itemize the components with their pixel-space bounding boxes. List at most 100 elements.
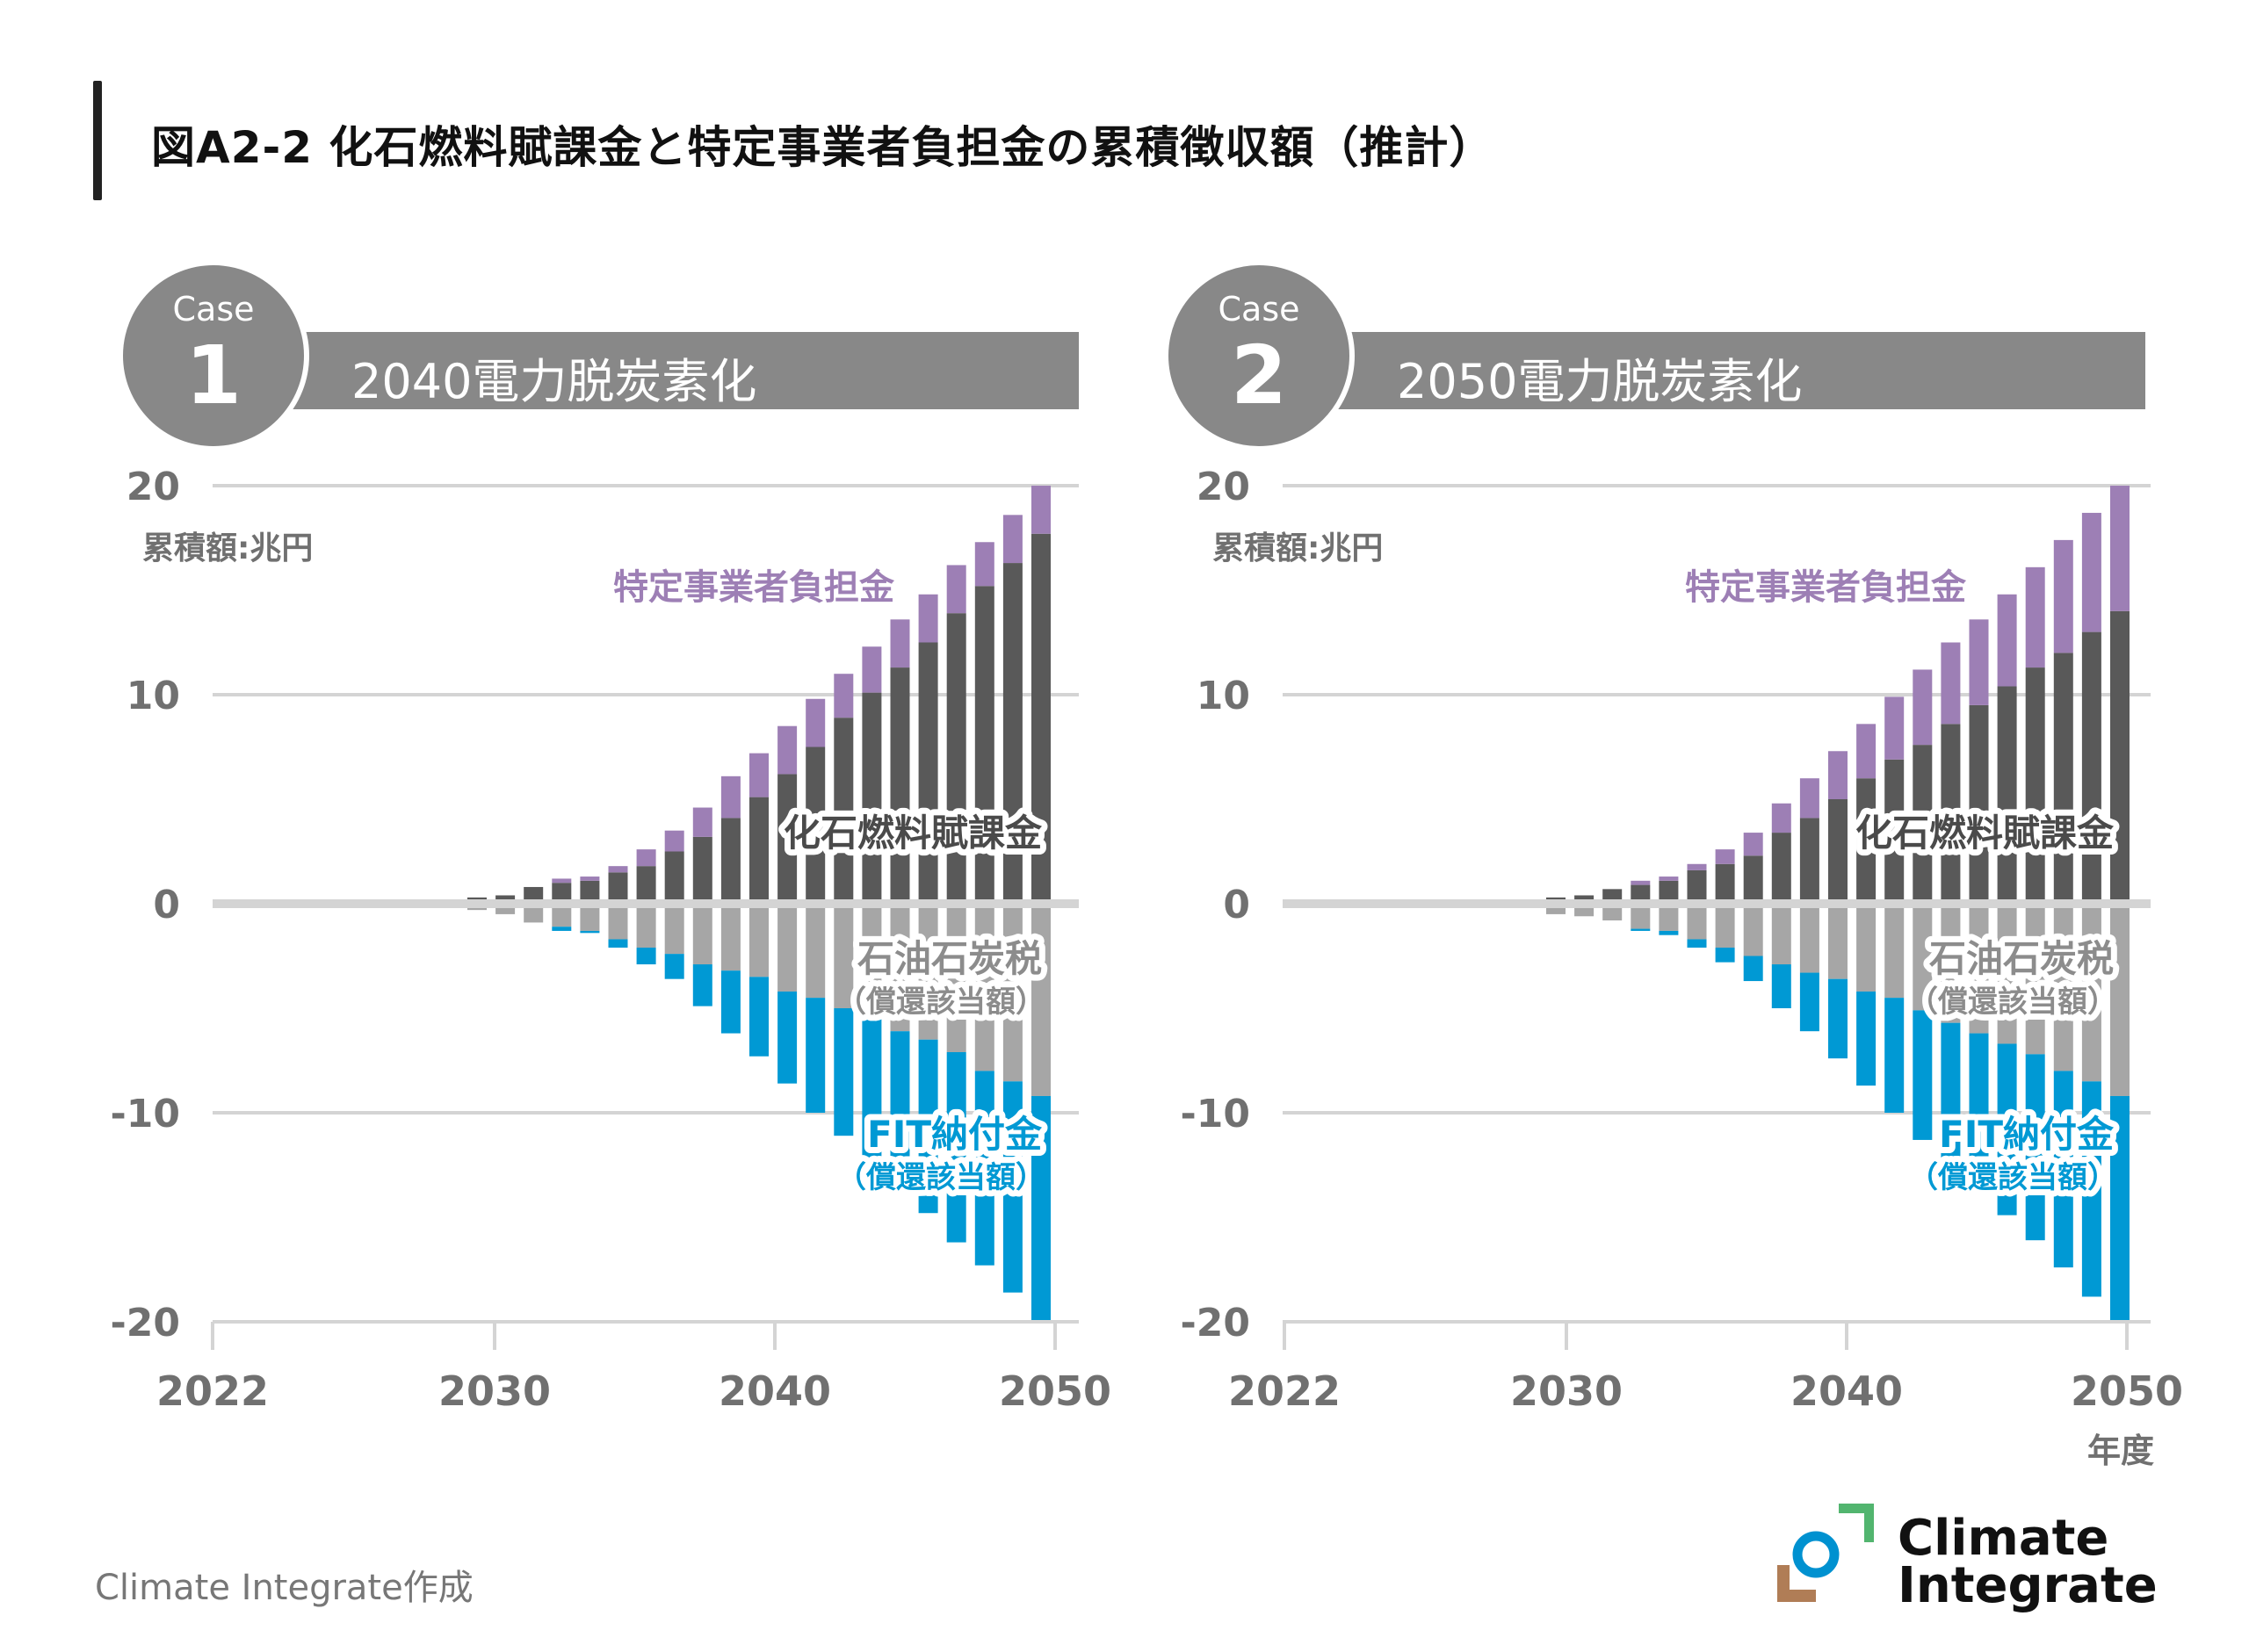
- bar-petroleum_coal_tax-2047: [2053, 904, 2073, 1071]
- bar-specified_operator-2046: [2025, 566, 2045, 668]
- bar-specified_operator-2037: [692, 807, 712, 837]
- bar-fossil_levy-2046: [946, 613, 966, 904]
- bar-fit_payment-2035: [1715, 947, 1735, 963]
- bar-specified_operator-2042: [834, 674, 854, 718]
- bar-petroleum_coal_tax-2041: [806, 904, 826, 999]
- x-tick-label: 2040: [1790, 1367, 1903, 1415]
- bar-fit_payment-2042: [1913, 1010, 1933, 1140]
- bar-fit_payment-2047: [974, 1071, 994, 1266]
- bar-fit_payment-2037: [1771, 964, 1791, 1008]
- bar-petroleum_coal_tax-2049: [1031, 904, 1051, 1096]
- bar-specified_operator-2039: [1828, 751, 1848, 799]
- bar-petroleum_coal_tax-2042: [1913, 904, 1933, 1011]
- bar-fossil_levy-2049: [1031, 533, 1051, 904]
- bar-specified_operator-2046: [946, 565, 966, 614]
- bar-specified_operator-2035: [1715, 849, 1735, 864]
- bar-fossil_levy-2043: [1941, 724, 1961, 904]
- bar-fossil_levy-2036: [664, 851, 684, 904]
- bar-fit_payment-2049: [2110, 1095, 2130, 1322]
- case1-banner: 2040電力脱炭素化: [290, 332, 1079, 409]
- label-petroleum_coal_tax: 石油石炭税: [1929, 937, 2114, 980]
- bar-fit_payment-2046: [2025, 1054, 2045, 1241]
- bar-petroleum_coal_tax-2046: [2025, 904, 2045, 1055]
- bar-specified_operator-2040: [1856, 724, 1877, 779]
- bar-specified_operator-2042: [1913, 669, 1933, 746]
- bar-petroleum_coal_tax-2046: [946, 904, 966, 1052]
- bar-petroleum_coal_tax-2044: [890, 904, 910, 1032]
- bar-fit_payment-2032: [1631, 928, 1651, 931]
- bar-petroleum_coal_tax-2036: [1743, 904, 1763, 956]
- bar-fit_payment-2041: [806, 998, 826, 1113]
- bar-fit_payment-2044: [1969, 1033, 1989, 1188]
- bar-petroleum_coal_tax-2032: [552, 904, 572, 927]
- case1-chart: 20 10 0 -10 -20 累積額:兆円 2022 2030 2040 2050 特定事業者負担…: [111, 465, 1112, 1415]
- label-petroleum_coal_tax: 石油石炭税: [857, 937, 1042, 980]
- climate-integrate-logo: Climate Integrate: [1761, 1493, 2183, 1616]
- bar-specified_operator-2038: [1799, 778, 1819, 819]
- bar-petroleum_coal_tax-2038: [720, 904, 741, 971]
- bar-fossil_levy-2040: [777, 774, 798, 904]
- y-tick-label: -10: [111, 1092, 181, 1136]
- y-tick-label: -20: [1181, 1301, 1251, 1345]
- bar-specified_operator-2036: [1743, 833, 1763, 856]
- label-fit_payment: FIT納付金: [1939, 1113, 2115, 1156]
- y-tick-label: 0: [1223, 883, 1250, 927]
- bar-fit_payment-2040: [777, 991, 798, 1084]
- bar-fossil_levy-2040: [1856, 778, 1877, 904]
- bar-fit_payment-2043: [1941, 1022, 1961, 1164]
- bar-fit_payment-2034: [608, 939, 628, 948]
- bar-fit_payment-2040: [1856, 991, 1877, 1086]
- y-tick-label: 20: [1197, 465, 1250, 509]
- bar-fossil_levy-2033: [1659, 880, 1679, 904]
- logo-text-line2: Integrate: [1898, 1557, 2158, 1614]
- y-tick-label: 10: [1197, 674, 1250, 718]
- label-fossil_levy: 化石燃料賦課金: [1855, 812, 2115, 855]
- source-credit: Climate Integrate作成: [95, 1568, 474, 1608]
- bar-specified_operator-2032: [1631, 880, 1651, 885]
- bar-specified_operator-2045: [918, 594, 938, 643]
- logo-green-corner: [1839, 1504, 1874, 1542]
- case1-scenario-title: 2040電力脱炭素化: [351, 354, 757, 409]
- bar-specified_operator-2044: [890, 619, 910, 668]
- case2-badge-number: 2: [1230, 328, 1287, 422]
- bar-fossil_levy-2038: [1799, 818, 1819, 904]
- bar-fossil_levy-2049: [2110, 610, 2130, 904]
- bar-specified_operator-2048: [1002, 515, 1023, 564]
- bar-fossil_levy-2042: [834, 718, 854, 904]
- bar-petroleum_coal_tax-2045: [1997, 904, 2017, 1044]
- label-petroleum_coal_tax-sub: （償還該当額）: [1908, 985, 2117, 1020]
- bar-petroleum_coal_tax-2033: [1659, 904, 1679, 931]
- bar-fit_payment-2045: [918, 1039, 938, 1214]
- bar-petroleum_coal_tax-2029: [1546, 904, 1566, 914]
- bar-fossil_levy-2039: [749, 797, 769, 904]
- bar-fit_payment-2033: [580, 930, 600, 934]
- bar-specified_operator-2045: [1997, 594, 2017, 687]
- bar-fit_payment-2033: [1659, 930, 1679, 935]
- bar-petroleum_coal_tax-2048: [2081, 904, 2101, 1082]
- bar-petroleum_coal_tax-2036: [664, 904, 684, 955]
- y-axis-unit-label: 累積額:兆円: [142, 530, 313, 566]
- case2-scenario-title: 2050電力脱炭素化: [1397, 354, 1803, 409]
- figure-title: 図A2-2 化石燃料賦課金と特定事業者負担金の累積徴収額（推計）: [151, 122, 1494, 173]
- y-tick-label: 10: [127, 674, 180, 718]
- bar-fit_payment-2035: [636, 947, 656, 965]
- y-tick-label: 20: [127, 465, 180, 509]
- x-tick-label: 2030: [438, 1367, 551, 1415]
- y-tick-label: -10: [1181, 1092, 1251, 1136]
- label-specified_operator: 特定事業者負担金: [1685, 567, 1967, 608]
- bar-specified_operator-2040: [777, 725, 798, 775]
- bar-petroleum_coal_tax-2032: [1631, 904, 1651, 929]
- bar-specified_operator-2047: [974, 542, 994, 587]
- bar-fossil_levy-2032: [552, 883, 572, 904]
- bar-specified_operator-2041: [1884, 696, 1905, 760]
- bar-fossil_levy-2048: [2081, 631, 2101, 904]
- title-accent-bar: [93, 81, 102, 200]
- x-tick-label: 2040: [719, 1367, 831, 1415]
- bar-fit_payment-2047: [2053, 1071, 2073, 1268]
- bar-fit_payment-2042: [834, 1008, 854, 1136]
- y-tick-label: 0: [153, 883, 180, 927]
- bar-fit_payment-2039: [749, 977, 769, 1057]
- bar-specified_operator-2034: [1687, 863, 1707, 870]
- bar-petroleum_coal_tax-2035: [636, 904, 656, 948]
- bar-petroleum_coal_tax-2035: [1715, 904, 1735, 948]
